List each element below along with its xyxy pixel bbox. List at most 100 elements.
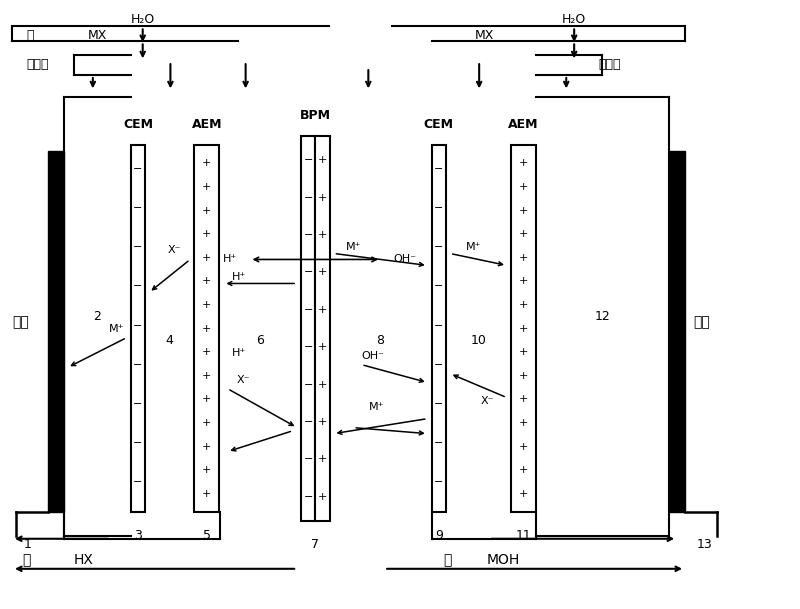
Text: +: +: [519, 488, 528, 499]
Text: 酸: 酸: [22, 553, 30, 567]
Text: +: +: [202, 347, 211, 357]
Text: 8: 8: [377, 334, 385, 347]
Text: 盐: 盐: [26, 29, 34, 42]
Text: −: −: [303, 342, 313, 352]
Text: −: −: [434, 281, 443, 292]
Text: −: −: [134, 242, 142, 253]
Text: 11: 11: [516, 529, 531, 542]
Text: +: +: [318, 417, 327, 427]
Text: +: +: [202, 323, 211, 334]
Bar: [301, 136, 315, 521]
Bar: [511, 146, 536, 512]
Text: 5: 5: [203, 529, 211, 542]
Text: +: +: [318, 267, 327, 278]
Text: −: −: [434, 399, 443, 409]
Text: +: +: [519, 182, 528, 192]
Text: +: +: [519, 276, 528, 286]
Text: −: −: [303, 267, 313, 278]
Text: 1: 1: [24, 538, 32, 551]
Text: −: −: [303, 192, 313, 203]
Text: OH⁻: OH⁻: [394, 255, 416, 264]
Text: M⁺: M⁺: [370, 401, 385, 412]
Text: −: −: [434, 164, 443, 174]
Bar: [48, 151, 63, 512]
Text: 电极液: 电极液: [598, 58, 621, 71]
Text: CEM: CEM: [424, 118, 454, 131]
Bar: [432, 146, 446, 512]
Text: AEM: AEM: [508, 118, 538, 131]
Text: +: +: [202, 488, 211, 499]
Text: 碱: 碱: [443, 553, 452, 567]
Text: −: −: [434, 438, 443, 448]
Text: M⁺: M⁺: [109, 323, 124, 334]
Text: 4: 4: [166, 334, 174, 347]
Text: +: +: [519, 253, 528, 262]
Text: MX: MX: [87, 29, 106, 42]
Text: +: +: [318, 155, 327, 165]
Text: +: +: [202, 465, 211, 475]
Bar: [131, 146, 145, 512]
Text: +: +: [318, 342, 327, 352]
Text: 13: 13: [697, 538, 713, 551]
Text: +: +: [202, 371, 211, 381]
Text: X⁻: X⁻: [168, 245, 181, 255]
Text: −: −: [434, 477, 443, 487]
Text: +: +: [202, 182, 211, 192]
Text: 6: 6: [256, 334, 264, 347]
Text: H₂O: H₂O: [562, 13, 586, 26]
Text: +: +: [318, 379, 327, 390]
Text: −: −: [134, 320, 142, 331]
Text: +: +: [202, 442, 211, 451]
Text: +: +: [202, 253, 211, 262]
Text: −: −: [434, 242, 443, 253]
Text: +: +: [202, 229, 211, 239]
Text: −: −: [303, 491, 313, 502]
Text: MX: MX: [475, 29, 494, 42]
Text: +: +: [519, 442, 528, 451]
Text: +: +: [519, 418, 528, 428]
Text: −: −: [134, 438, 142, 448]
Bar: [194, 146, 219, 512]
Text: 电极液: 电极液: [26, 58, 49, 71]
Text: M⁺: M⁺: [466, 242, 482, 253]
Text: −: −: [134, 359, 142, 370]
Text: 阴极: 阴极: [12, 315, 29, 329]
Text: −: −: [134, 281, 142, 292]
Text: +: +: [519, 206, 528, 216]
Text: −: −: [303, 379, 313, 390]
Text: H⁺: H⁺: [222, 255, 237, 264]
Text: −: −: [303, 305, 313, 315]
Text: 2: 2: [94, 310, 101, 323]
Bar: [315, 136, 330, 521]
Text: +: +: [202, 418, 211, 428]
Text: MOH: MOH: [486, 553, 519, 567]
Text: −: −: [303, 454, 313, 464]
Text: −: −: [434, 359, 443, 370]
Text: M⁺: M⁺: [346, 242, 361, 253]
Text: −: −: [134, 203, 142, 213]
Text: −: −: [303, 230, 313, 240]
Text: +: +: [519, 300, 528, 310]
Text: 阳极: 阳极: [693, 315, 710, 329]
Text: +: +: [318, 305, 327, 315]
Text: +: +: [202, 206, 211, 216]
Text: +: +: [519, 323, 528, 334]
Text: +: +: [519, 394, 528, 404]
Text: +: +: [318, 491, 327, 502]
Text: +: +: [318, 192, 327, 203]
Text: +: +: [519, 347, 528, 357]
Text: −: −: [134, 164, 142, 174]
Text: H⁺: H⁺: [232, 272, 246, 283]
Text: +: +: [318, 230, 327, 240]
Text: +: +: [202, 300, 211, 310]
Text: +: +: [202, 394, 211, 404]
Text: +: +: [519, 465, 528, 475]
Text: −: −: [434, 203, 443, 213]
Text: −: −: [434, 320, 443, 331]
Text: 7: 7: [311, 538, 319, 551]
Text: −: −: [303, 417, 313, 427]
Text: BPM: BPM: [300, 109, 330, 122]
Text: H₂O: H₂O: [130, 13, 155, 26]
Text: AEM: AEM: [191, 118, 222, 131]
Text: −: −: [303, 155, 313, 165]
